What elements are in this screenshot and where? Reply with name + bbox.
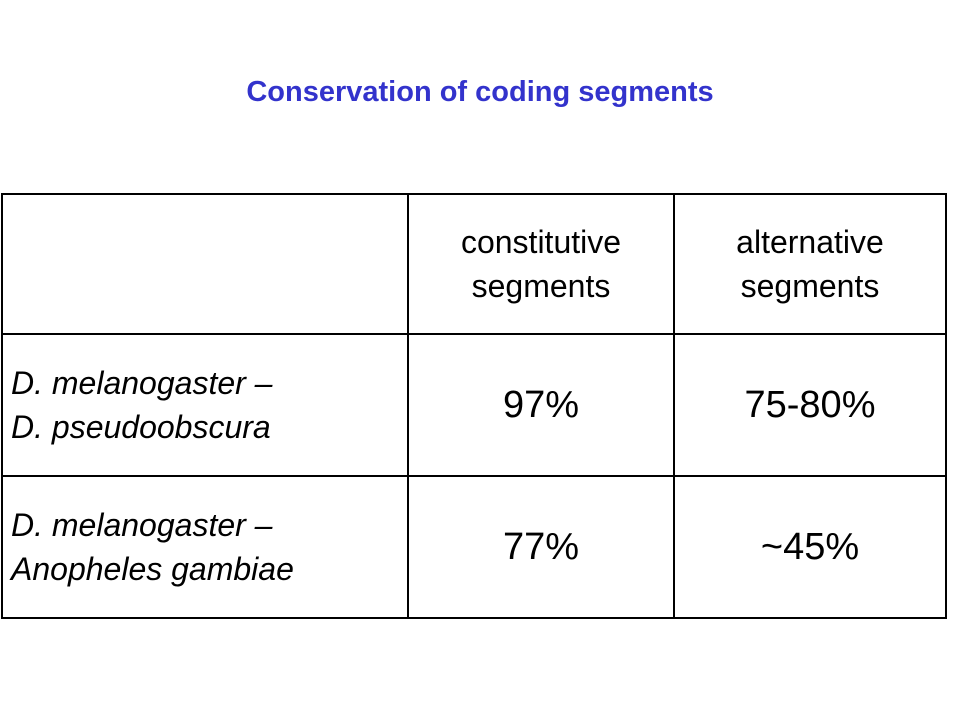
column-header-line: segments: [471, 268, 611, 304]
column-header-alternative: alternative segments: [673, 193, 947, 335]
species-line: D. melanogaster –: [11, 507, 273, 543]
column-header-line: alternative: [736, 224, 884, 260]
slide-title: Conservation of coding segments: [246, 76, 714, 108]
table-row: D. melanogaster – D. pseudoobscura 97% 7…: [1, 333, 947, 477]
species-line: Anopheles gambiae: [11, 551, 294, 587]
column-header-line: segments: [740, 268, 880, 304]
constitutive-value: 97%: [407, 333, 675, 477]
table-row: D. melanogaster – Anopheles gambiae 77% …: [1, 475, 947, 619]
alternative-value: 75-80%: [673, 333, 947, 477]
conservation-table: constitutive segments alternative segmen…: [1, 193, 947, 619]
alternative-value: ~45%: [673, 475, 947, 619]
species-line: D. melanogaster –: [11, 365, 273, 401]
species-pair-cell: D. melanogaster – D. pseudoobscura: [1, 333, 409, 477]
table-corner-cell: [1, 193, 409, 335]
column-header-constitutive: constitutive segments: [407, 193, 675, 335]
species-line: D. pseudoobscura: [11, 409, 271, 445]
table-header-row: constitutive segments alternative segmen…: [1, 193, 947, 335]
species-pair-cell: D. melanogaster – Anopheles gambiae: [1, 475, 409, 619]
column-header-line: constitutive: [460, 224, 622, 260]
constitutive-value: 77%: [407, 475, 675, 619]
